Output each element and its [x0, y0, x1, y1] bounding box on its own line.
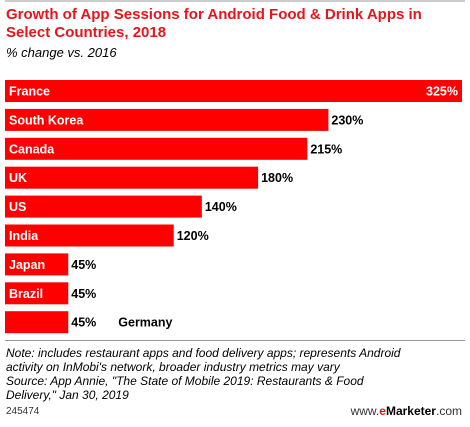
category-label-brazil: Brazil — [9, 287, 43, 301]
value-label-canada: 215% — [310, 142, 342, 156]
bar-france — [5, 80, 462, 102]
brand-name: Marketer — [385, 404, 436, 418]
brand-prefix: www. — [350, 404, 380, 418]
value-label-brazil: 45% — [71, 287, 96, 301]
category-label-canada: Canada — [9, 142, 55, 156]
bar-canada — [5, 137, 308, 160]
top-rule — [5, 0, 465, 2]
value-label-japan: 45% — [71, 258, 96, 272]
brand-suffix: .com — [435, 404, 462, 418]
note-line-4: Delivery," Jan 30, 2019 — [6, 388, 129, 402]
category-label-us: US — [9, 200, 26, 214]
value-label-south-korea: 230% — [331, 113, 363, 127]
category-label-india: India — [9, 229, 39, 243]
category-label-france: France — [9, 85, 50, 99]
value-label-uk: 180% — [261, 171, 293, 185]
category-label-germany: Germany — [118, 316, 172, 330]
bar-germany — [5, 311, 69, 334]
bar-india — [5, 224, 174, 247]
note-line-1: Note: includes restaurant apps and food … — [6, 346, 401, 360]
brand-e: e — [379, 404, 386, 418]
category-label-uk: UK — [9, 171, 27, 185]
emarketer-logo: www.eMarketer.com — [351, 404, 462, 418]
value-label-germany: 45% — [71, 316, 96, 330]
category-label-japan: Japan — [9, 258, 45, 272]
bar-us — [5, 195, 202, 218]
note-line-2: activity on InMobi's network, broader in… — [6, 360, 340, 374]
note-line-3: Source: App Annie, "The State of Mobile … — [6, 374, 364, 388]
value-label-us: 140% — [205, 200, 237, 214]
bar-uk — [5, 166, 259, 189]
note-divider — [5, 340, 465, 341]
bar-brazil — [5, 282, 69, 305]
bar-japan — [5, 253, 69, 276]
bar-chart: France 325% South Korea 230% Canada 215% UK 180… — [5, 80, 462, 334]
chart-subtitle: % change vs. 2016 — [6, 45, 117, 60]
value-label-india: 120% — [177, 229, 209, 243]
chart-title: Growth of App Sessions for Android Food … — [6, 6, 422, 41]
bar-south-korea — [5, 108, 329, 131]
source-note: Note: includes restaurant apps and food … — [6, 346, 466, 402]
category-label-south-korea: South Korea — [9, 113, 84, 127]
chart-id: 245474 — [6, 406, 40, 417]
value-label-france: 325% — [426, 85, 458, 99]
